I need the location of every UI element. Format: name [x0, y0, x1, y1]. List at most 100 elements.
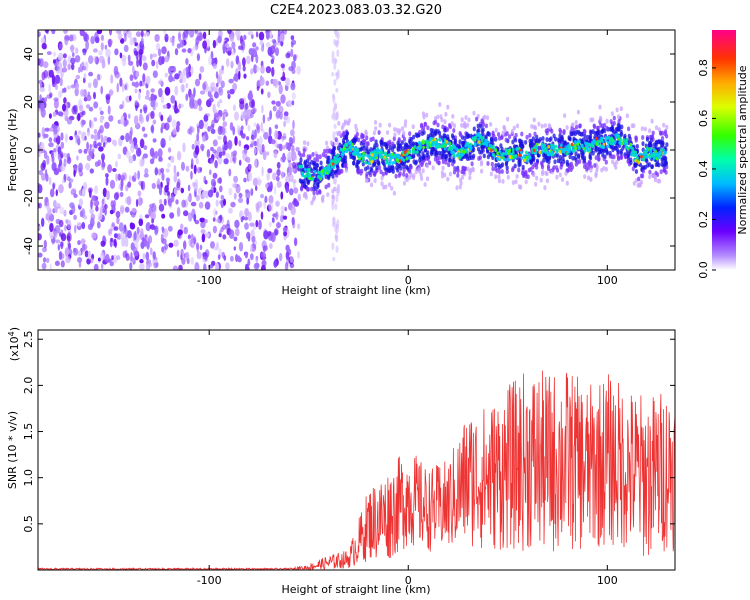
noise-blob — [115, 73, 120, 79]
signal-core-blob — [298, 164, 302, 169]
noise-blob — [281, 135, 287, 140]
noise-blob — [99, 116, 104, 123]
noise-blob — [59, 206, 65, 215]
signal-blob — [514, 132, 518, 138]
signal-blob — [662, 122, 666, 128]
signal-core-blob — [525, 150, 528, 155]
noise-blob — [193, 164, 197, 175]
noise-blob — [71, 63, 75, 71]
noise-blob — [40, 102, 45, 112]
noise-blob — [104, 44, 108, 50]
signal-blob — [515, 123, 520, 129]
noise-blob — [150, 125, 154, 133]
noise-blob — [80, 239, 86, 244]
noise-blob — [235, 30, 241, 37]
signal-blob — [407, 145, 411, 151]
noise-blob — [48, 137, 53, 143]
signal-blob — [423, 121, 427, 127]
noise-blob — [194, 78, 201, 87]
noise-blob — [174, 48, 179, 56]
noise-blob — [129, 74, 134, 82]
noise-blob — [260, 88, 264, 95]
noise-blob — [173, 239, 179, 247]
noise-blob — [82, 49, 87, 56]
y-tick-label: 1.5 — [22, 423, 35, 441]
signal-blob — [534, 139, 538, 145]
noise-blob — [202, 40, 208, 49]
noise-blob — [244, 252, 248, 259]
signal-blob — [624, 154, 628, 160]
noise-blob — [268, 195, 274, 204]
signal-blob — [504, 137, 508, 143]
signal-core-blob — [452, 153, 456, 158]
noise-blob — [285, 116, 291, 124]
signal-core-blob — [333, 156, 337, 161]
noise-blob — [261, 166, 264, 177]
x-tick-label: -100 — [197, 574, 222, 587]
noise-blob — [67, 248, 73, 256]
noise-blob — [62, 179, 65, 184]
signal-blob — [312, 190, 316, 196]
noise-blob — [138, 48, 144, 55]
noise-blob — [43, 133, 49, 138]
signal-blob — [535, 161, 539, 167]
x-tick-label: -100 — [197, 274, 222, 287]
signal-core-blob — [511, 147, 515, 152]
signal-blob — [583, 133, 587, 139]
noise-blob — [252, 108, 256, 114]
signal-blob — [629, 160, 633, 166]
signal-core-blob — [491, 152, 495, 157]
noise-blob — [43, 257, 47, 263]
noise-blob — [244, 208, 250, 217]
signal-blob — [498, 135, 502, 141]
noise-blob — [109, 209, 114, 215]
noise-blob — [74, 224, 77, 234]
signal-blob — [419, 123, 424, 129]
signal-blob — [589, 167, 593, 173]
noise-blob — [291, 150, 297, 161]
noise-blob — [62, 152, 68, 158]
noise-blob — [217, 177, 221, 184]
signal-blob — [364, 177, 369, 183]
noise-blob — [175, 199, 179, 205]
noise-blob — [246, 136, 250, 141]
noise-blob — [212, 225, 217, 234]
noise-blob — [228, 168, 232, 177]
noise-blob — [336, 31, 340, 40]
signal-core-blob — [456, 152, 460, 156]
noise-blob — [150, 88, 155, 93]
x-tick-label: 0 — [405, 574, 412, 587]
noise-blob — [187, 195, 191, 202]
noise-blob — [332, 131, 336, 141]
noise-blob — [266, 151, 270, 156]
signal-blob — [489, 122, 493, 127]
noise-blob — [180, 187, 185, 194]
signal-blob — [315, 190, 319, 196]
signal-blob — [605, 125, 609, 131]
noise-blob — [275, 211, 279, 221]
noise-blob — [213, 208, 217, 218]
signal-core-blob — [429, 136, 433, 141]
signal-core-blob — [306, 171, 309, 175]
noise-blob — [196, 251, 202, 260]
signal-blob — [405, 173, 409, 178]
signal-blob — [648, 174, 652, 180]
signal-blob — [387, 182, 392, 188]
signal-blob — [423, 182, 427, 187]
noise-blob — [333, 30, 337, 35]
signal-core-blob — [371, 153, 375, 157]
noise-blob — [135, 31, 142, 37]
signal-core-blob — [393, 160, 396, 164]
noise-blob — [77, 240, 81, 246]
noise-blob — [194, 262, 200, 270]
signal-blob — [663, 155, 667, 161]
signal-core-blob — [392, 153, 396, 158]
signal-core-blob — [313, 169, 317, 174]
signal-core-blob — [500, 153, 503, 157]
noise-blob — [215, 262, 219, 270]
noise-blob — [228, 78, 234, 84]
noise-blob — [195, 242, 200, 250]
noise-blob — [293, 187, 299, 194]
noise-blob — [40, 162, 46, 171]
